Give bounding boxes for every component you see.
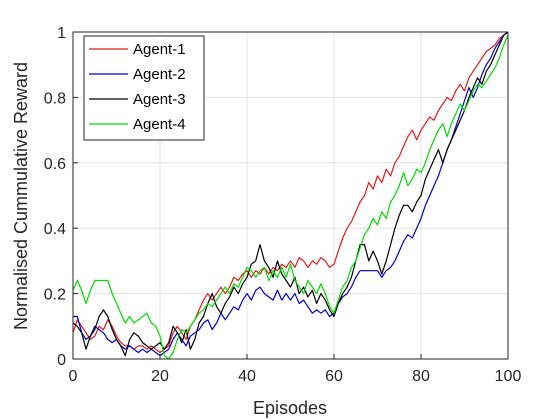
series-lines (72, 31, 509, 360)
y-tick-label: 0.2 (44, 287, 66, 304)
legend-label-agent-4: Agent-4 (133, 116, 186, 133)
series-line-agent-1 (72, 31, 509, 354)
y-axis-label: Normalised Cummulative Reward (11, 62, 31, 330)
y-tick-label: 0.6 (44, 156, 66, 173)
legend-label-agent-2: Agent-2 (133, 66, 186, 83)
x-tick-label: 60 (325, 368, 343, 385)
x-tick-label: 40 (238, 368, 256, 385)
x-tick-label: 100 (495, 368, 522, 385)
tick-labels: 0 20 40 60 80 100 0 0.2 0.4 0.6 0.8 1 (44, 25, 522, 385)
y-tick-label: 0 (57, 352, 66, 369)
x-axis-label: Episodes (253, 398, 327, 418)
series-line-agent-4 (72, 35, 509, 360)
legend: Agent-1 Agent-2 Agent-3 Agent-4 (83, 35, 205, 141)
y-tick-label: 0.4 (44, 221, 66, 238)
legend-label-agent-3: Agent-3 (133, 91, 186, 108)
legend-box (83, 35, 205, 141)
legend-label-agent-1: Agent-1 (133, 41, 186, 58)
y-tick-label: 0.8 (44, 90, 66, 107)
axis-ticks (72, 31, 509, 360)
x-tick-label: 0 (69, 368, 78, 385)
series-line-agent-2 (73, 31, 509, 357)
plot-frame (72, 31, 509, 360)
x-tick-label: 80 (412, 368, 430, 385)
x-tick-label: 20 (151, 368, 169, 385)
y-tick-label: 1 (57, 25, 66, 42)
series-line-agent-3 (72, 31, 509, 357)
